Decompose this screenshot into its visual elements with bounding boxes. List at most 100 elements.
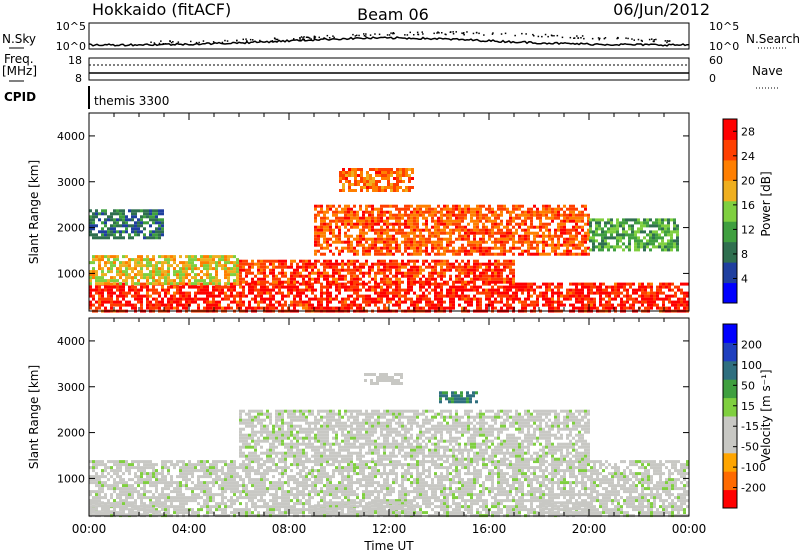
data-cell (185, 502, 188, 506)
nsearch-dot (604, 37, 607, 39)
power-xticks (88, 113, 690, 311)
data-cell (377, 282, 380, 286)
data-cell (374, 262, 377, 266)
data-cell (524, 234, 527, 238)
data-cell (345, 171, 348, 174)
data-cell (323, 219, 326, 223)
data-cell (365, 219, 368, 223)
data-cell (650, 291, 653, 295)
data-cell (610, 218, 613, 222)
data-cell (464, 225, 467, 229)
data-cell (260, 285, 263, 289)
data-cell (170, 478, 173, 482)
data-cell (515, 213, 518, 217)
data-cell (386, 265, 389, 269)
data-cell (365, 237, 368, 241)
data-cell (311, 262, 314, 266)
data-cell (659, 288, 662, 292)
data-cell (209, 282, 212, 286)
data-cell (464, 246, 467, 250)
data-cell (613, 224, 616, 228)
data-cell (419, 280, 422, 284)
data-cell (637, 239, 640, 243)
data-cell (342, 171, 345, 174)
data-cell (485, 297, 488, 301)
data-cell (92, 255, 95, 259)
data-cell (221, 469, 224, 473)
data-cell (500, 274, 503, 278)
nsearch-dot (577, 37, 580, 39)
data-cell (143, 478, 146, 482)
data-cell (350, 207, 353, 211)
data-cell (404, 291, 407, 295)
data-cell (461, 280, 464, 284)
data-cell (497, 237, 500, 241)
data-cell (137, 505, 140, 509)
data-cell (569, 216, 572, 220)
nsearch-dot (160, 40, 162, 42)
data-cell (158, 499, 161, 503)
data-cell (236, 291, 239, 295)
data-cell (589, 236, 592, 240)
data-cell (653, 297, 656, 301)
data-cell (101, 487, 104, 491)
data-cell (476, 243, 479, 247)
data-cell (353, 300, 356, 304)
nsearch-dot (302, 37, 304, 39)
data-cell (182, 484, 185, 488)
data-cell (545, 207, 548, 211)
data-cell (464, 204, 467, 208)
data-cell (458, 285, 461, 289)
data-cell (506, 249, 509, 253)
data-cell (482, 288, 485, 292)
data-cell (155, 212, 158, 216)
data-cell (107, 227, 110, 231)
data-cell (584, 282, 587, 286)
data-cell (125, 273, 128, 277)
data-cell (161, 288, 164, 292)
data-cell (557, 285, 560, 289)
data-cell (113, 218, 116, 222)
data-cell (437, 240, 440, 244)
data-cell (407, 222, 410, 226)
nsearch-dot (631, 38, 633, 40)
data-cell (218, 469, 221, 473)
nave-label: Nave (752, 64, 783, 78)
data-cell (554, 291, 557, 295)
data-cell (185, 261, 188, 265)
data-cell (503, 259, 506, 263)
data-cell (395, 207, 398, 211)
data-cell (405, 171, 408, 174)
data-cell (104, 224, 107, 228)
data-cell (637, 242, 640, 246)
data-cell (176, 499, 179, 503)
data-cell (335, 306, 338, 310)
nsearch-dot (332, 35, 334, 37)
data-cell (443, 222, 446, 226)
data-cell (479, 237, 482, 241)
data-cell (602, 297, 605, 301)
data-cell (359, 228, 362, 232)
data-cell (149, 209, 152, 213)
data-cell (89, 475, 92, 479)
data-cell (470, 268, 473, 272)
data-cell (566, 216, 569, 220)
data-cell (293, 268, 296, 272)
data-cell (419, 234, 422, 238)
data-cell (197, 493, 200, 497)
data-cell (323, 222, 326, 226)
data-cell (146, 475, 149, 479)
data-cell (98, 279, 101, 283)
data-cell (134, 511, 137, 515)
data-cell (398, 228, 401, 232)
data-cell (113, 460, 116, 464)
data-cell (182, 493, 185, 497)
data-cell (200, 264, 203, 268)
data-cell (371, 222, 374, 226)
data-cell (92, 212, 95, 216)
data-cell (395, 282, 398, 286)
data-cell (664, 233, 667, 237)
data-cell (575, 207, 578, 211)
data-cell (167, 279, 170, 283)
data-cell (368, 228, 371, 232)
